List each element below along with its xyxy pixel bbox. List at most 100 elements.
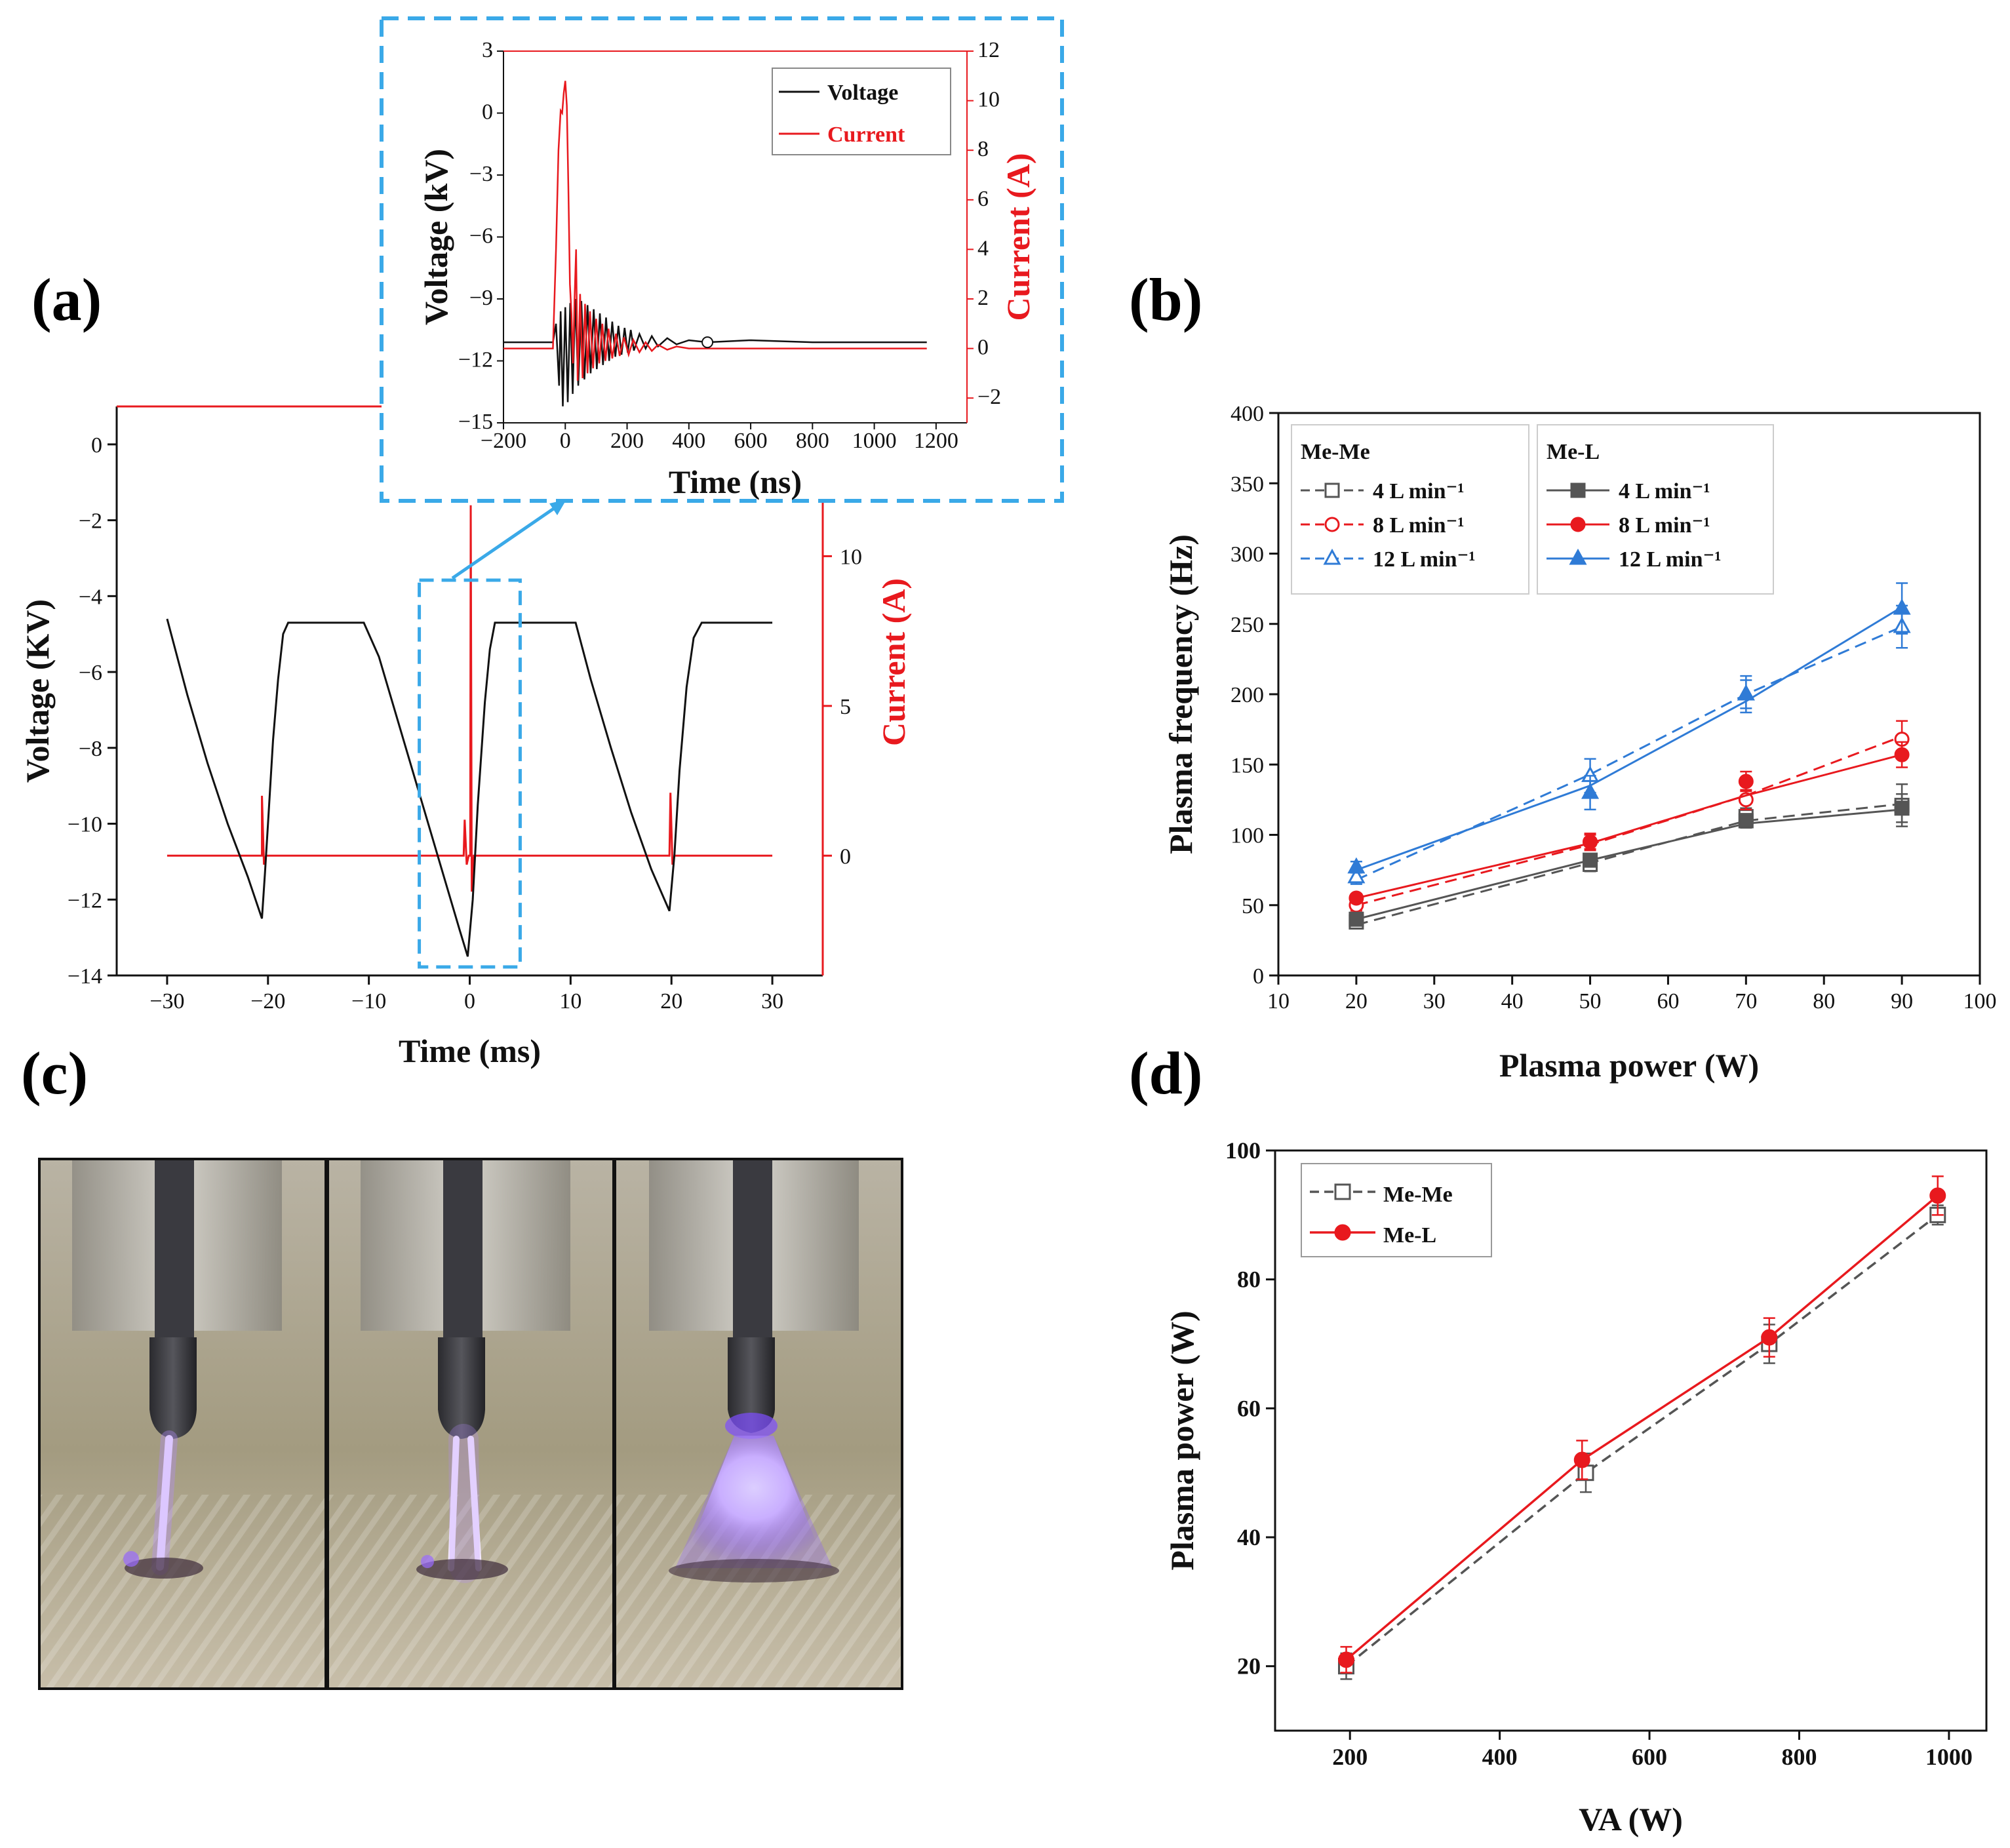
a-x-tick-label: −10 [351,989,386,1013]
inset-y-tick-label: −9 [469,286,493,310]
d-y-tick-label: 60 [1237,1395,1261,1421]
a-y-tick-label: −8 [79,737,102,761]
inset-legend-box [772,68,951,155]
a-yr-tick-label: 0 [840,844,851,869]
b-fit-line [1356,753,1902,899]
inset-x-tick-label: 600 [734,429,768,453]
panel-label-a: (a) [31,266,102,333]
b-series [1349,783,1910,930]
panel-c-photos [38,1158,903,1690]
b-legend-title: Me-L [1547,440,1600,464]
inset-y-tick-label: 0 [482,100,493,125]
b-x-tick-label: 70 [1735,989,1757,1013]
b-series [1349,741,1910,906]
inset-yr-tick-label: 2 [977,286,989,310]
b-x-tick-label: 60 [1657,989,1679,1013]
a-x-label: Time (ms) [399,1032,541,1069]
d-legend-entry: Me-Me [1383,1183,1453,1207]
inset-x-tick-label: 800 [796,429,829,453]
inset-yr-tick-label: 6 [977,187,989,211]
a-y-tick-label: −10 [68,813,102,837]
a-y-tick-label: −12 [68,888,102,913]
b-y-label: Plasma frequency (Hz) [1162,534,1199,854]
b-legend-entry: 4 L min⁻¹ [1373,479,1465,503]
photo-1 [41,1160,325,1687]
a-x-tick-label: 0 [464,989,475,1013]
panel-label-b: (b) [1129,266,1202,333]
d-x-label: VA (W) [1579,1801,1683,1838]
d-x-tick-label: 800 [1781,1744,1817,1770]
inset-x-tick-label: 0 [560,429,571,453]
b-legend-marker [1324,517,1340,532]
d-point [1761,1329,1778,1346]
d-x-tick-label: 600 [1632,1744,1667,1770]
d-y-tick-label: 20 [1237,1653,1261,1680]
b-x-tick-label: 40 [1501,989,1524,1013]
b-series [1349,793,1910,927]
b-y-tick-label: 50 [1242,894,1264,918]
inset-yr-label: Current (A) [1000,153,1036,321]
b-point [1347,857,1366,874]
d-y-tick-label: 40 [1237,1524,1261,1550]
a-y-tick-label: −6 [79,661,102,685]
inset-yr-tick-label: 12 [977,38,1000,62]
inset-y-tick-label: −15 [458,410,493,434]
b-x-tick-label: 100 [1963,989,1997,1013]
b-point [1894,747,1910,762]
panel-a-inset-chart: −200 0 200 400 600 800 1000 1200 3 0 −3 −6 −9 −12 −15 1… [380,16,1064,503]
a-current-line [167,505,773,892]
d-legend-marker [1334,1224,1351,1241]
inset-legend-voltage: Voltage [827,81,898,105]
a-zoom-box [418,578,522,969]
b-x-tick-label: 50 [1579,989,1602,1013]
inset-voltage-line [503,298,927,406]
a-x-tick-label: 30 [761,989,783,1013]
a-x-tick-label: −30 [149,989,184,1013]
b-point [1583,852,1598,868]
b-y-tick-label: 400 [1231,402,1264,426]
a-voltage-line [166,618,773,957]
a-x-tick-label: 20 [660,989,682,1013]
b-legend-entry: 12 L min⁻¹ [1619,547,1722,572]
inset-yr-tick-label: 0 [977,336,989,360]
b-point [1347,867,1366,884]
b-legend-box [1537,424,1774,595]
inset-y-tick-label: 3 [482,38,493,62]
b-legend-entry: 8 L min⁻¹ [1373,513,1465,538]
inset-x-tick-label: 400 [672,429,705,453]
b-legend: Me-Me4 L min⁻¹8 L min⁻¹12 L min⁻¹Me-L4 L… [1291,424,1774,595]
b-y-tick-label: 250 [1231,613,1264,637]
b-legend-entry: 4 L min⁻¹ [1619,479,1710,503]
b-x-label: Plasma power (W) [1499,1047,1759,1084]
b-x-tick-label: 80 [1813,989,1835,1013]
b-point [1583,834,1598,850]
b-y-tick-label: 0 [1253,964,1264,989]
panel-b-chart: 10 20 30 40 50 60 70 80 90 100 0 50 100 150 200 250 300 3… [1162,402,1997,1084]
panel-label-d: (d) [1129,1040,1202,1107]
b-point [1737,684,1755,701]
b-legend-title: Me-Me [1301,440,1370,464]
inset-y-tick-label: −3 [469,162,493,186]
inset-x-label: Time (ns) [669,463,802,500]
b-legend-marker [1324,482,1340,498]
a-y-label: Voltage (KV) [19,599,56,783]
b-x-tick-label: 20 [1345,989,1368,1013]
inset-x-tick-label: 1200 [914,429,958,453]
d-plot-frame [1274,1149,1988,1732]
a-y-tick-label: −4 [79,585,102,609]
panel-label-c: (c) [21,1040,88,1107]
b-legend-marker [1570,517,1586,532]
d-y-tick-label: 80 [1237,1267,1261,1293]
d-x-tick-label: 200 [1332,1744,1368,1770]
inset-point-marker [701,336,714,349]
b-point [1894,800,1910,816]
b-x-tick-label: 90 [1891,989,1913,1013]
b-legend-box [1291,424,1529,595]
b-point [1738,813,1754,829]
b-y-tick-label: 100 [1231,824,1264,848]
a-y-tick-label: −2 [79,509,102,534]
inset-x-tick-label: 1000 [852,429,897,453]
d-legend-marker [1334,1183,1351,1200]
d-legend-box [1301,1163,1492,1257]
